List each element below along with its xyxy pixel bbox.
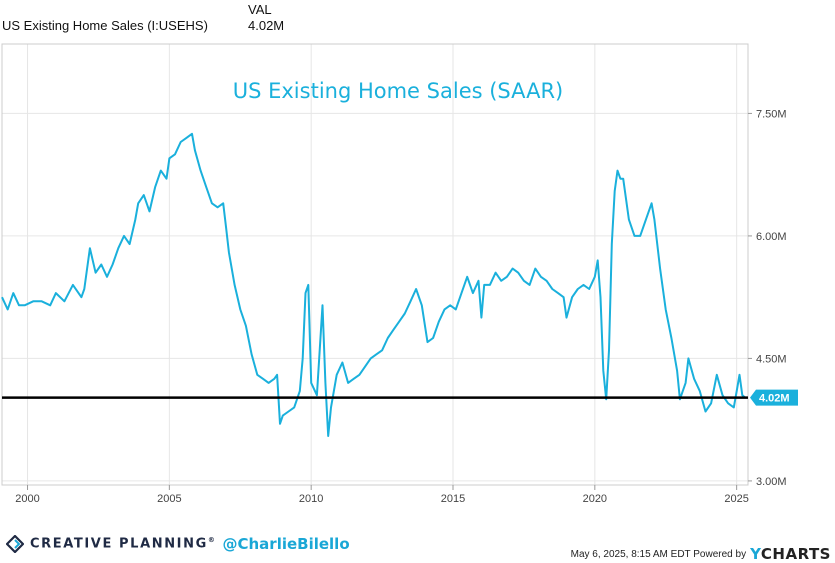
author-handle[interactable]: @CharlieBilello <box>222 535 350 553</box>
footer-attribution: May 6, 2025, 8:15 AM EDT Powered by YCHA… <box>571 545 831 563</box>
line-chart: US Existing Home Sales (SAAR) 2000 2005 20… <box>1 43 798 505</box>
last-value-badge-label: 4.02M <box>759 393 790 405</box>
last-value-badge: 4.02M <box>750 389 798 406</box>
brand-name: CREATIVE PLANNING® <box>30 536 217 552</box>
value-column-header: VAL <box>248 2 272 17</box>
last-value-badge-shape <box>750 389 798 406</box>
footer-brand: CREATIVE PLANNING® @CharlieBilello <box>6 533 350 555</box>
timestamp-text: May 6, 2025, 8:15 AM EDT Powered by <box>570 548 747 560</box>
ycharts-logo[interactable]: YCHARTS <box>750 545 831 563</box>
chart-title: US Existing Home Sales (SAAR) <box>233 79 564 103</box>
series-line <box>1 132 746 437</box>
x-tick-label: 2025 <box>724 493 748 505</box>
y-axis: 3.00M 4.50M 6.00M 7.50M <box>748 108 787 488</box>
x-tick-label: 2000 <box>15 493 39 505</box>
y-tick-label: 4.50M <box>756 353 787 365</box>
grid <box>2 44 748 485</box>
plot-frame <box>1 43 749 486</box>
x-axis: 2000 2005 2010 2015 2020 2025 <box>15 485 749 505</box>
creative-planning-logo-icon <box>6 535 24 553</box>
x-tick-label: 2005 <box>157 493 181 505</box>
series-label[interactable]: US Existing Home Sales (I:USEHS) <box>2 18 208 33</box>
x-tick-label: 2020 <box>583 493 607 505</box>
y-tick-label: 3.00M <box>756 476 787 488</box>
y-tick-label: 7.50M <box>756 108 787 120</box>
series-value: 4.02M <box>248 18 285 33</box>
x-tick-label: 2015 <box>441 493 465 505</box>
x-tick-label: 2010 <box>299 493 323 505</box>
y-tick-label: 6.00M <box>756 231 787 243</box>
